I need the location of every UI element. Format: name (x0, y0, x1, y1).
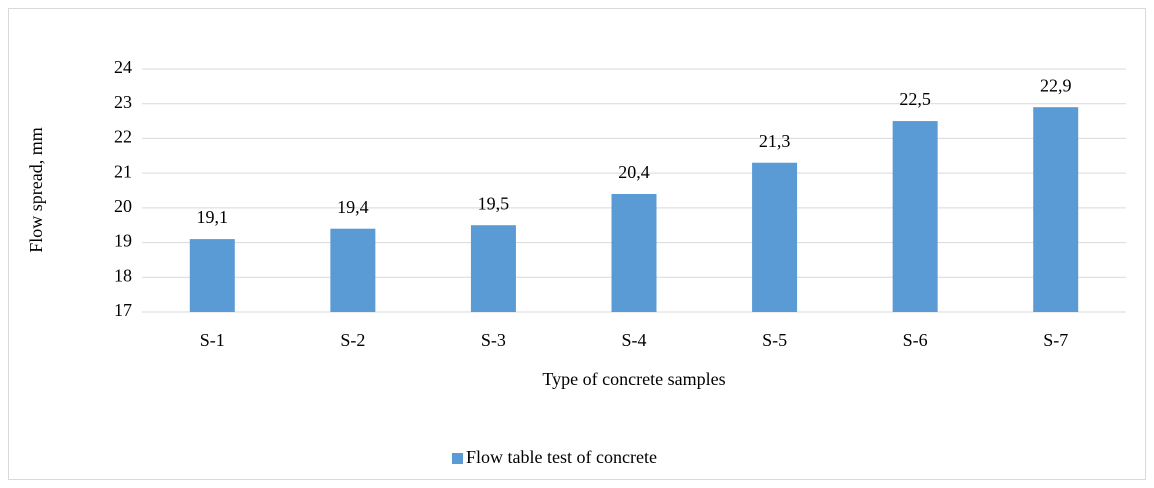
y-tick-label: 19 (114, 231, 132, 251)
y-tick-label: 21 (114, 161, 132, 181)
legend-label: Flow table test of concrete (466, 447, 657, 467)
data-label: 21,3 (759, 131, 791, 151)
x-tick-label: S-4 (621, 330, 646, 350)
data-label: 22,9 (1040, 75, 1072, 95)
y-tick-label: 22 (114, 127, 132, 147)
bar (611, 193, 657, 312)
x-tick-label: S-1 (200, 330, 225, 350)
bar (892, 121, 938, 312)
data-label: 19,1 (197, 207, 229, 227)
bar (330, 228, 376, 312)
bar (189, 239, 235, 312)
x-tick-label: S-3 (481, 330, 506, 350)
y-tick-label: 20 (114, 196, 132, 216)
bar (752, 162, 798, 312)
data-label: 19,4 (337, 197, 369, 217)
x-tick-label: S-2 (340, 330, 365, 350)
x-tick-label: S-6 (903, 330, 928, 350)
y-tick-label: 18 (114, 265, 132, 285)
y-tick-label: 17 (114, 300, 132, 320)
y-tick-label: 23 (114, 92, 132, 112)
data-label: 19,5 (478, 193, 510, 213)
data-label: 20,4 (618, 162, 650, 182)
bar (470, 225, 516, 312)
chart-border (8, 8, 1146, 480)
x-tick-label: S-5 (762, 330, 787, 350)
x-axis-title: Type of concrete samples (542, 369, 725, 389)
legend-swatch (452, 453, 463, 464)
y-tick-label: 24 (114, 57, 132, 77)
bar (1033, 107, 1079, 312)
x-tick-label: S-7 (1043, 330, 1068, 350)
y-axis-title: Flow spread, mm (26, 127, 46, 253)
data-label: 22,5 (899, 89, 931, 109)
